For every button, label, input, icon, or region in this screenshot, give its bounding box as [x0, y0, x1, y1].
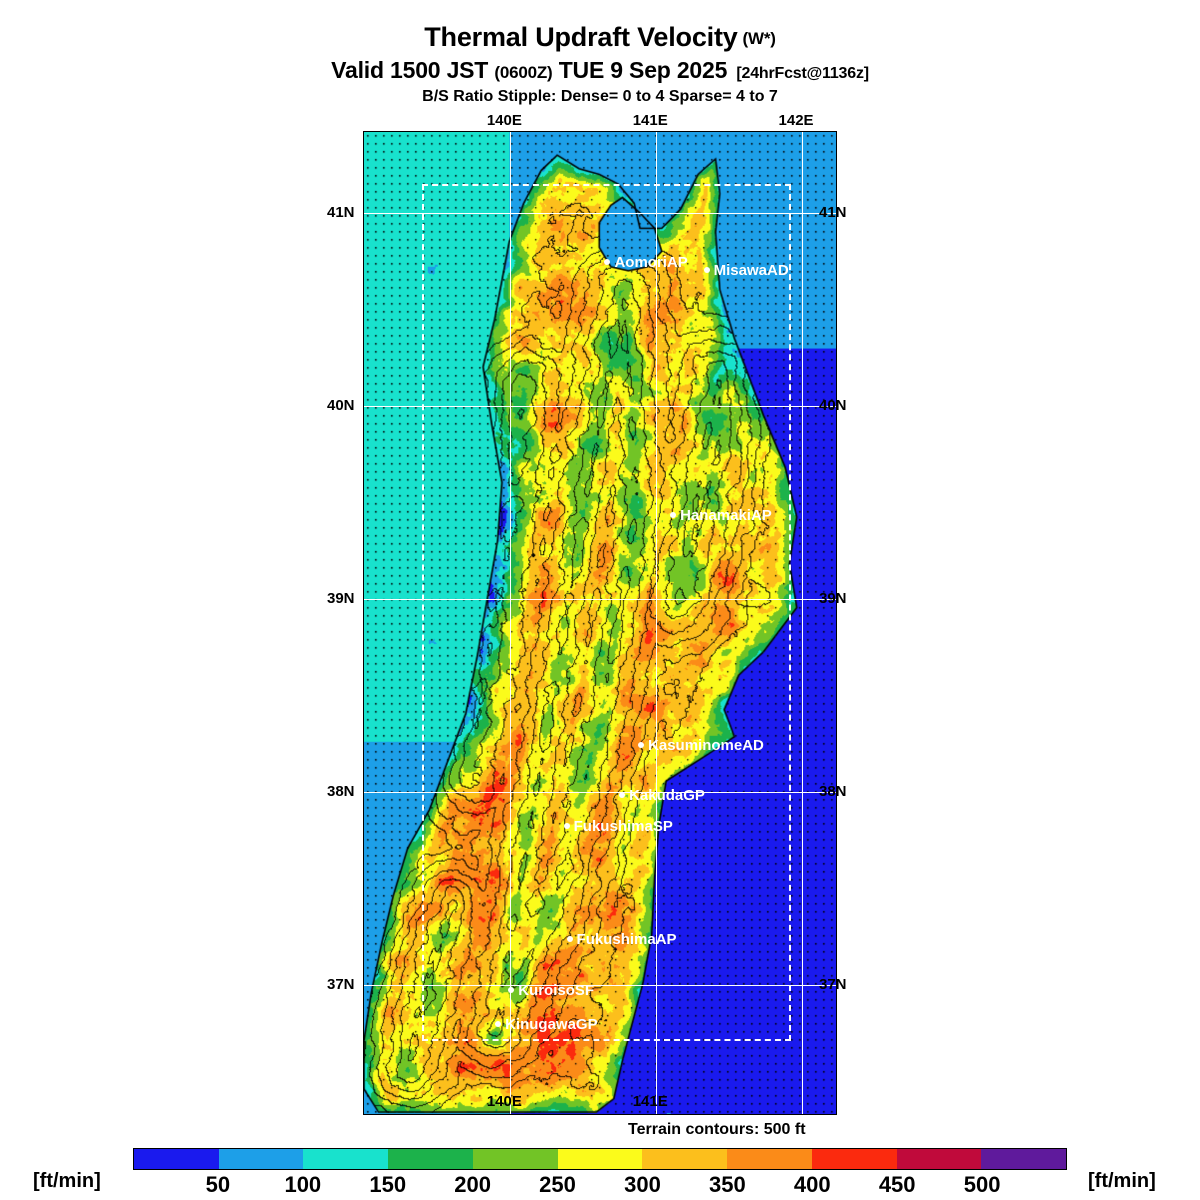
lon-label-bottom: 140E	[486, 1093, 522, 1110]
colorbar-tick: 200	[454, 1172, 491, 1197]
lon-label-top: 140E	[486, 112, 522, 129]
colorbar-swatch[interactable]	[981, 1149, 1067, 1169]
title-variable: (W*)	[742, 29, 776, 48]
chart-header: Thermal Updraft Velocity (W*) Valid 1500 …	[0, 0, 1200, 106]
colorbar-swatch[interactable]	[642, 1149, 728, 1169]
colorbar-unit-right: [ft/min]	[1088, 1170, 1156, 1192]
colorbar-tick: 400	[793, 1172, 831, 1197]
colorbar-swatch[interactable]	[218, 1149, 304, 1169]
colorbar-unit-left: [ft/min]	[33, 1170, 101, 1192]
colorbar-tick: 50	[205, 1172, 231, 1197]
valid-time-line: Valid 1500 JST (0600Z) TUE 9 Sep 2025 [2…	[0, 57, 1200, 84]
colorbar-tick: 350	[709, 1172, 746, 1197]
colorbar-tick: 300	[624, 1172, 661, 1197]
colorbar-legend: [ft/min] [ft/min] 50 100 150 200 250 300 350 40…	[0, 1148, 1200, 1200]
colorbar-tick-labels: 50 100 150 200 250 300 350 400 450 500	[133, 1172, 1067, 1198]
stipple-legend-note: B/S Ratio Stipple: Dense= 0 to 4 Sparse=…	[422, 88, 778, 105]
colorbar-swatches[interactable]	[133, 1148, 1067, 1170]
colorbar-swatch[interactable]	[303, 1149, 389, 1169]
lat-label-right: 38N	[819, 782, 847, 800]
colorbar-tick: 450	[878, 1172, 916, 1197]
terrain-contour-note: Terrain contours: 500 ft	[628, 1121, 806, 1138]
forecast-stamp: [24hrFcst@1136z]	[736, 65, 869, 82]
colorbar-tick: 150	[369, 1172, 407, 1197]
lon-label-bottom: 141E	[632, 1093, 668, 1110]
lat-label-right: 40N	[819, 396, 847, 414]
colorbar-tick: 100	[284, 1172, 322, 1197]
colorbar-swatch[interactable]	[557, 1149, 643, 1169]
lon-label-top: 142E	[778, 112, 814, 129]
valid-utc-time: (0600Z)	[494, 63, 553, 82]
lat-label-left: 39N	[327, 589, 355, 607]
colorbar-swatch[interactable]	[727, 1149, 812, 1169]
lat-label-left: 41N	[327, 204, 355, 222]
colorbar-swatch[interactable]	[811, 1149, 897, 1169]
lat-label-left: 40N	[327, 396, 355, 414]
valid-date: TUE 9 Sep 2025	[558, 57, 728, 83]
colorbar-swatch[interactable]	[134, 1149, 219, 1169]
lat-label-left: 37N	[327, 975, 355, 993]
lat-label-right: 41N	[819, 204, 847, 222]
colorbar-swatch[interactable]	[472, 1149, 558, 1169]
colorbar-tick: 500	[963, 1172, 1001, 1197]
colorbar-swatch[interactable]	[896, 1149, 982, 1169]
lat-label-right: 37N	[819, 975, 847, 993]
lon-label-top: 141E	[632, 112, 668, 129]
colorbar-swatch[interactable]	[388, 1149, 473, 1169]
colorbar-tick: 250	[539, 1172, 576, 1197]
thermal-updraft-raster	[364, 132, 836, 1114]
lat-label-left: 38N	[327, 782, 355, 800]
valid-local-time: Valid 1500 JST	[331, 57, 489, 83]
title-text: Thermal Updraft Velocity	[424, 22, 738, 52]
page-title: Thermal Updraft Velocity (W*)	[0, 22, 1200, 53]
lat-label-right: 39N	[819, 589, 847, 607]
forecast-map[interactable]: AomoriAP MisawaAD HanamakiAP KasuminomeAD Ka…	[363, 131, 837, 1115]
